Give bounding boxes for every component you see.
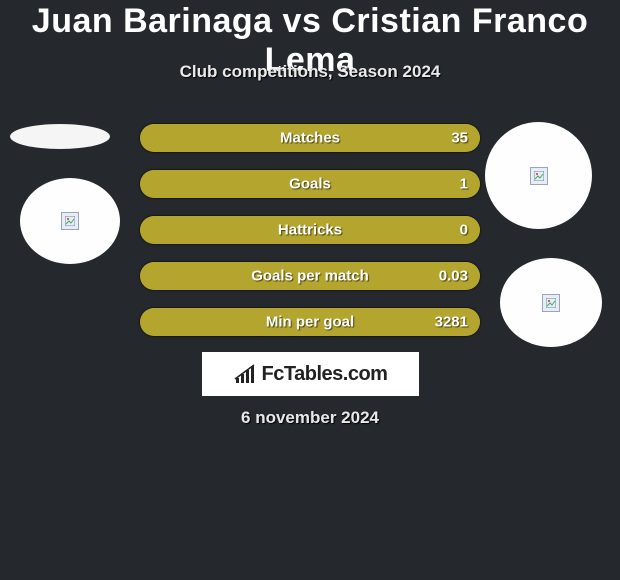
stat-row: Matches 35	[140, 124, 480, 152]
player-1-avatar-circle	[20, 178, 120, 264]
stat-row: Goals per match 0.03	[140, 262, 480, 290]
stat-label: Hattricks	[278, 222, 342, 239]
stat-rows: Matches 35 Goals 1 Hattricks 0 Goals per match…	[140, 124, 480, 354]
broken-image-icon	[61, 212, 79, 230]
stat-value: 3281	[435, 314, 468, 331]
stat-value: 0.03	[439, 268, 468, 285]
broken-image-icon	[530, 167, 548, 185]
left-decor-ellipse	[10, 124, 110, 149]
broken-image-icon	[542, 294, 560, 312]
brand-logo-text: FcTables.com	[262, 363, 388, 386]
player-2-avatar-circle-top	[485, 122, 592, 229]
brand-logo-box: FcTables.com	[202, 352, 419, 396]
stat-label: Matches	[280, 130, 340, 147]
subtitle: Club competitions, Season 2024	[0, 62, 620, 82]
stat-row: Hattricks 0	[140, 216, 480, 244]
infographic-root: Juan Barinaga vs Cristian Franco Lema Cl…	[0, 0, 620, 580]
stat-label: Min per goal	[266, 314, 354, 331]
stat-row: Min per goal 3281	[140, 308, 480, 336]
player-2-avatar-circle-bottom	[500, 258, 602, 347]
footer-date: 6 november 2024	[0, 408, 620, 428]
brand-logo-text-right: Tables.com	[284, 363, 388, 385]
chart-bars-icon	[234, 364, 258, 384]
stat-row: Goals 1	[140, 170, 480, 198]
player-1-name: Juan Barinaga	[32, 2, 273, 40]
brand-logo: FcTables.com	[234, 363, 388, 386]
vs-text: vs	[283, 2, 322, 40]
stat-value: 1	[460, 176, 468, 193]
stat-value: 35	[451, 130, 468, 147]
stat-label: Goals per match	[251, 268, 369, 285]
brand-logo-text-left: Fc	[262, 363, 284, 385]
stat-value: 0	[460, 222, 468, 239]
stat-label: Goals	[289, 176, 331, 193]
